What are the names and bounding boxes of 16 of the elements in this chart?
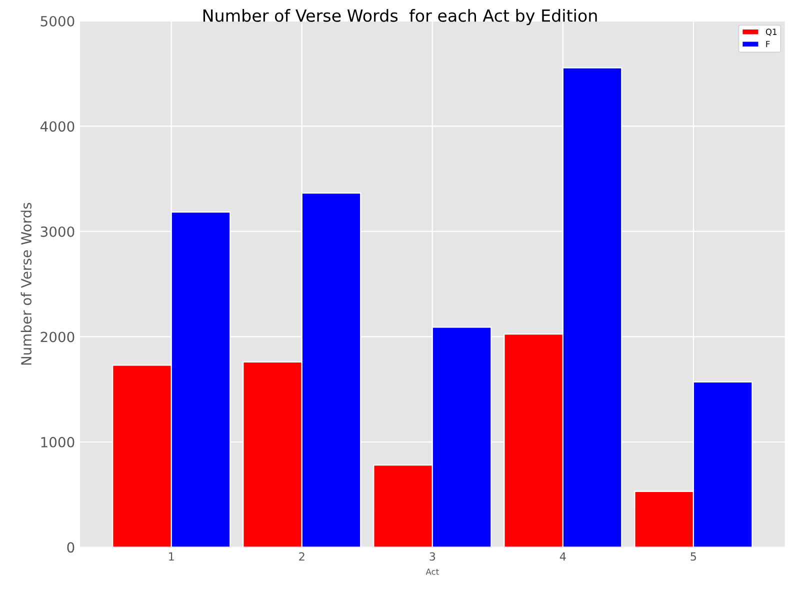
chart-title: Number of Verse Words for each Act by Edition (203, 9, 597, 26)
x-tick-label: 5 (690, 552, 696, 561)
x-tick-label: 4 (560, 552, 566, 561)
x-tick-label: 2 (299, 552, 304, 561)
y-tick-label: 3000 (40, 226, 74, 237)
y-tick-label: 5000 (40, 16, 74, 26)
x-axis-title: Act (426, 568, 439, 575)
y-tick-label: 4000 (40, 121, 74, 132)
y-tick-label: 2000 (40, 332, 74, 342)
y-tick-label: 0 (67, 542, 74, 553)
x-tick-label: 1 (169, 552, 174, 561)
legend-label: Q1 (766, 28, 777, 36)
y-axis-title: Number of Verse Words (20, 202, 32, 365)
legend-label: F (766, 40, 770, 48)
x-tick-label: 3 (430, 552, 436, 561)
y-tick-label: 1000 (41, 436, 74, 448)
